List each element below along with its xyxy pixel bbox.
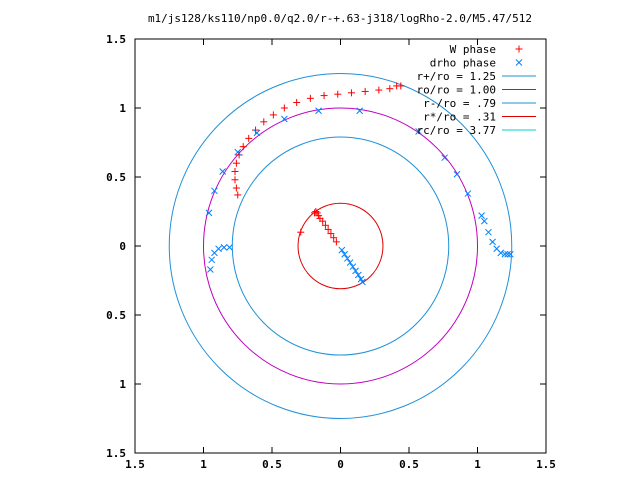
drho-phase-point xyxy=(253,129,261,137)
drho-phase-point xyxy=(493,245,501,253)
w-phase-point xyxy=(320,92,328,100)
drho-phase-point xyxy=(501,250,509,258)
w-phase-point xyxy=(252,126,260,134)
w-phase-point xyxy=(231,176,239,184)
drho-phase-point xyxy=(219,168,227,175)
drho-phase-point xyxy=(211,249,218,257)
w-phase-point xyxy=(306,94,314,102)
drho-phase-point xyxy=(208,256,216,264)
w-phase-point xyxy=(361,87,369,95)
drho-phase-point xyxy=(356,107,364,115)
w-phase-point xyxy=(347,89,355,97)
drho-phase-point xyxy=(349,263,357,271)
legend-marker-plus xyxy=(515,45,523,53)
drho-phase-point xyxy=(346,259,354,266)
legend-label: r+/ro = 1.25 xyxy=(417,70,496,83)
y-tick-label: 0 xyxy=(119,240,126,253)
drho-phase-point xyxy=(338,246,346,254)
w-phase-point xyxy=(332,238,340,246)
circle-ro-ratio xyxy=(203,107,478,385)
drho-phase-point xyxy=(341,250,348,258)
w-phase-point xyxy=(312,208,320,215)
drho-phase-point xyxy=(234,148,242,156)
w-phase-point xyxy=(245,134,253,142)
y-tick-label: 0.5 xyxy=(106,309,126,322)
w-phase-point xyxy=(232,184,240,192)
x-tick-label: 1.5 xyxy=(536,458,556,471)
x-tick-label: 1 xyxy=(474,458,481,471)
drho-phase-point xyxy=(354,271,362,279)
drho-phase-point xyxy=(441,154,448,162)
w-phase-point xyxy=(297,228,305,236)
w-phase-point xyxy=(293,98,301,106)
legend-label: r*/ro = .31 xyxy=(423,111,496,124)
drho-phase-point xyxy=(343,255,351,262)
y-tick-label: 1.5 xyxy=(106,33,126,46)
x-tick-label: 0.5 xyxy=(262,458,282,471)
data-points xyxy=(205,82,514,286)
w-phase-point xyxy=(327,230,335,238)
circle-r-ratio xyxy=(297,202,384,290)
w-phase-point xyxy=(375,86,383,94)
w-phase-point xyxy=(234,191,242,199)
w-phase-point xyxy=(232,159,240,167)
drho-phase-point xyxy=(226,244,233,251)
w-phase-point xyxy=(269,111,277,119)
legend-label: ro/ro = 1.00 xyxy=(417,84,496,97)
axis-ticks: 1.5 1 0.5 0 0.5 1 1.51.510.500.511.5 xyxy=(106,33,556,471)
w-phase-point xyxy=(280,104,288,112)
drho-phase-point xyxy=(415,128,422,135)
y-tick-label: 1.5 xyxy=(106,447,126,460)
legend-label: rc/ro = 3.77 xyxy=(417,124,496,137)
drho-phase-point xyxy=(359,278,366,286)
w-phase-point xyxy=(319,217,327,225)
w-phase-point xyxy=(397,82,405,90)
w-phase-point xyxy=(235,151,243,159)
y-tick-label: 1 xyxy=(119,102,126,115)
drho-phase-point xyxy=(453,170,461,178)
drho-phase-point xyxy=(464,190,472,197)
chart-title: m1/js128/ks110/np0.0/q2.0/r-+.63-j318/lo… xyxy=(148,12,532,25)
w-phase-point xyxy=(386,85,394,93)
drho-phase-point xyxy=(205,209,213,217)
w-phase-point xyxy=(321,221,329,229)
x-tick-label: 1.5 xyxy=(125,458,145,471)
drho-phase-point xyxy=(478,212,485,219)
drho-phase-point xyxy=(480,217,488,225)
w-phase-point xyxy=(260,118,268,126)
y-tick-label: 0.5 xyxy=(106,171,126,184)
drho-phase-point xyxy=(485,228,492,236)
drho-phase-point xyxy=(280,115,288,123)
legend-label: r-/ro = .79 xyxy=(423,97,496,110)
y-tick-label: 1 xyxy=(119,378,126,391)
drho-phase-point xyxy=(352,267,359,275)
x-tick-label: 1 xyxy=(200,458,207,471)
drho-phase-point xyxy=(315,107,322,115)
w-phase-point xyxy=(330,234,338,242)
legend-label: W phase xyxy=(450,43,496,56)
drho-phase-point xyxy=(489,238,496,246)
legend-marker-cross xyxy=(515,59,523,66)
x-tick-label: 0 xyxy=(337,458,344,471)
drho-phase-point xyxy=(220,244,228,251)
circle-r-ratio xyxy=(231,136,450,356)
x-tick-label: 0.5 xyxy=(399,458,419,471)
w-phase-point xyxy=(334,90,342,98)
w-phase-point xyxy=(231,167,239,175)
drho-phase-point xyxy=(504,250,511,258)
w-phase-point xyxy=(239,143,247,151)
drho-phase-point xyxy=(206,266,214,273)
drho-phase-point xyxy=(211,187,218,195)
circle-r-ratio xyxy=(168,73,513,419)
legend-label: drho phase xyxy=(430,57,496,70)
reference-circles xyxy=(168,73,513,419)
drho-phase-point xyxy=(507,250,514,258)
w-phase-point xyxy=(324,225,332,233)
